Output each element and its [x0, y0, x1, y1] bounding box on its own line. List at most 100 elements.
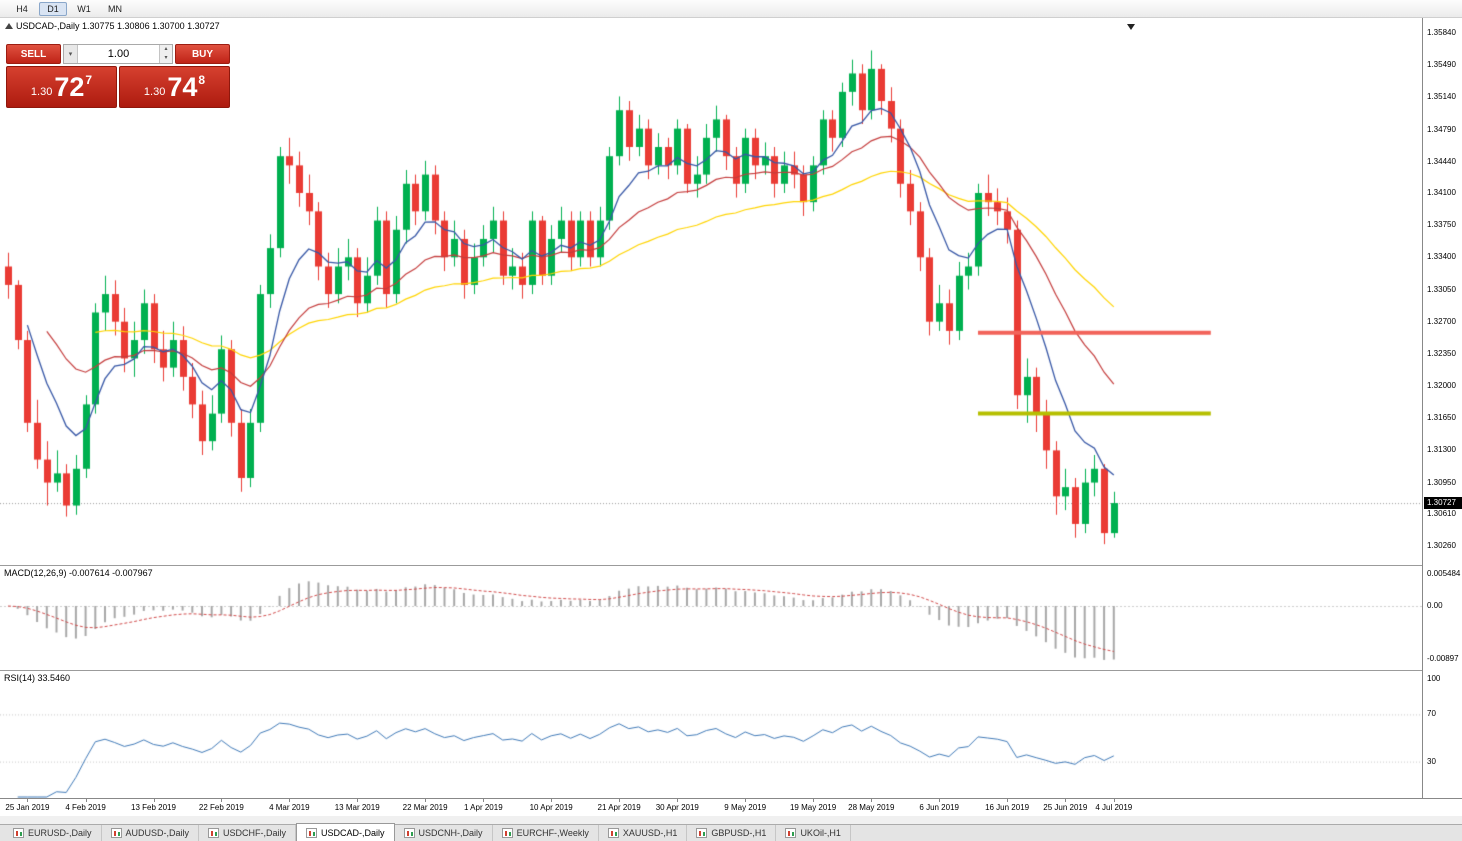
- horizontal-scrollbar[interactable]: [0, 816, 1462, 824]
- sell-price-sup: 7: [85, 73, 93, 87]
- buy-price-sup: 8: [198, 73, 206, 87]
- time-tick: [745, 799, 746, 802]
- time-tick: [1007, 799, 1008, 802]
- one-click-collapse-icon[interactable]: [5, 23, 13, 29]
- spinner-up-icon[interactable]: ▴: [160, 45, 172, 54]
- date-label: 13 Mar 2019: [334, 803, 380, 812]
- axis-label: 100: [1427, 674, 1441, 683]
- chart-tab-usdcnh[interactable]: USDCNH-,Daily: [395, 825, 493, 841]
- mini-chart-icon: [607, 828, 619, 838]
- axis-label: 1.34440: [1427, 156, 1456, 166]
- chart-area: USDCAD-,Daily 1.30775 1.30806 1.30700 1.…: [0, 18, 1462, 816]
- volume-control: ▾ 1.00 ▴ ▾: [63, 44, 173, 64]
- date-label: 6 Jun 2019: [919, 803, 959, 812]
- tab-label: XAUUSD-,H1: [622, 828, 678, 838]
- mini-chart-icon: [110, 828, 122, 838]
- current-price-tag: 1.30727: [1424, 497, 1462, 510]
- axis-label: 0.005484: [1427, 568, 1461, 578]
- time-tick: [357, 799, 358, 802]
- date-label: 1 Apr 2019: [463, 803, 503, 812]
- axis-label: 1.35840: [1427, 28, 1456, 37]
- price-chart-panel: USDCAD-,Daily 1.30775 1.30806 1.30700 1.…: [0, 18, 1422, 565]
- axis-label: 1.32000: [1427, 381, 1456, 391]
- time-tick: [425, 799, 426, 802]
- time-tick: [1114, 799, 1115, 802]
- time-axis[interactable]: 25 Jan 2019 4 Feb 2019 13 Feb 2019 22 Feb 2…: [0, 798, 1462, 816]
- chart-shift-icon[interactable]: [1127, 24, 1135, 30]
- buy-button[interactable]: BUY: [175, 44, 230, 64]
- time-tick: [619, 799, 620, 802]
- macd-panel: MACD(12,26,9) -0.007614 -0.007967: [0, 566, 1422, 670]
- macd-values: -0.007614 -0.007967: [69, 568, 153, 578]
- buy-price-big: 74: [167, 72, 198, 102]
- mini-chart-icon: [13, 828, 24, 838]
- timeframe-button-w1[interactable]: W1: [77, 3, 91, 14]
- chart-tab-eurusd[interactable]: EURUSD-,Daily: [4, 825, 102, 841]
- mini-chart-icon: [785, 828, 797, 838]
- time-tick: [813, 799, 814, 802]
- time-tick: [871, 799, 872, 802]
- panel-separator[interactable]: [0, 670, 1462, 671]
- timeframe-toolbar: H4 D1 W1 MN: [0, 0, 1462, 18]
- panel-separator[interactable]: [0, 565, 1462, 566]
- mini-chart-icon: [208, 828, 220, 838]
- macd-canvas[interactable]: [0, 566, 1422, 670]
- volume-input[interactable]: 1.00: [107, 48, 130, 60]
- axis-label: 1.31650: [1427, 413, 1456, 423]
- macd-name: MACD(12,26,9): [4, 568, 67, 578]
- sell-button[interactable]: SELL: [6, 44, 61, 64]
- tab-label: USDCAD-,Daily: [321, 827, 385, 838]
- date-label: 10 Apr 2019: [529, 803, 573, 812]
- tab-label: AUDUSD-,Daily: [125, 828, 190, 838]
- date-label: 9 May 2019: [724, 803, 767, 812]
- spinner-down-icon[interactable]: ▾: [160, 54, 172, 63]
- axis-label: 1.35140: [1427, 92, 1456, 102]
- axis-label: 1.30260: [1427, 541, 1456, 550]
- chart-tab-eurchf[interactable]: EURCHF-,Weekly: [493, 825, 599, 841]
- axis-label: 1.35490: [1427, 60, 1456, 70]
- time-tick: [27, 799, 28, 802]
- axis-label: 0.00: [1427, 601, 1443, 610]
- rsi-canvas[interactable]: [0, 671, 1422, 798]
- time-tick: [221, 799, 222, 802]
- timeframe-button-h4[interactable]: H4: [16, 3, 28, 14]
- chart-tab-usdcad[interactable]: USDCAD-,Daily: [296, 823, 395, 841]
- axis-label: 70: [1427, 709, 1436, 719]
- axis-label: 1.30950: [1427, 477, 1456, 487]
- chart-tabbar: EURUSD-,Daily AUDUSD-,Daily USDCHF-,Daily U…: [0, 823, 1462, 841]
- tab-label: EURUSD-,Daily: [28, 828, 92, 838]
- chart-title: USDCAD-,Daily 1.30775 1.30806 1.30700 1.…: [16, 21, 220, 31]
- rsi-panel: RSI(14) 33.5460: [0, 671, 1422, 798]
- chart-tab-gbpusd[interactable]: GBPUSD-,H1: [687, 825, 777, 841]
- tab-label: USDCNH-,Daily: [418, 828, 483, 838]
- price-axis[interactable]: 1.35840 1.35490 1.35140 1.34790 1.34440 1.341…: [1422, 18, 1462, 798]
- date-label: 4 Feb 2019: [65, 803, 106, 812]
- chart-tab-usdchf[interactable]: USDCHF-,Daily: [199, 825, 297, 841]
- mini-chart-icon: [501, 828, 513, 838]
- sell-price-display[interactable]: 1.30 72 7: [6, 66, 117, 108]
- time-tick: [289, 799, 290, 802]
- price-chart-canvas[interactable]: [0, 18, 1422, 565]
- date-label: 30 Apr 2019: [655, 803, 699, 812]
- date-label: 16 Jun 2019: [985, 803, 1030, 812]
- chart-tab-xauusd[interactable]: XAUUSD-,H1: [599, 825, 688, 841]
- volume-spinner[interactable]: ▴ ▾: [159, 45, 172, 63]
- date-label: 13 Feb 2019: [131, 803, 176, 812]
- axis-label: 1.30610: [1427, 508, 1456, 518]
- time-tick: [86, 799, 87, 802]
- time-tick: [1065, 799, 1066, 802]
- axis-label: 1.33400: [1427, 252, 1456, 262]
- chart-tab-ukoil[interactable]: UKOil-,H1: [776, 825, 851, 841]
- timeframe-button-d1[interactable]: D1: [39, 1, 67, 16]
- time-tick: [551, 799, 552, 802]
- chart-tab-audusd[interactable]: AUDUSD-,Daily: [102, 825, 200, 841]
- date-label: 28 May 2019: [848, 803, 895, 812]
- date-label: 4 Mar 2019: [269, 803, 310, 812]
- volume-dropdown-icon[interactable]: ▾: [64, 45, 78, 63]
- sell-price-prefix: 1.30: [30, 86, 53, 98]
- buy-price-display[interactable]: 1.30 74 8: [119, 66, 230, 108]
- tab-label: EURCHF-,Weekly: [516, 828, 589, 838]
- axis-label: 1.33750: [1427, 220, 1456, 230]
- mini-chart-icon: [403, 828, 415, 838]
- timeframe-button-mn[interactable]: MN: [108, 3, 122, 14]
